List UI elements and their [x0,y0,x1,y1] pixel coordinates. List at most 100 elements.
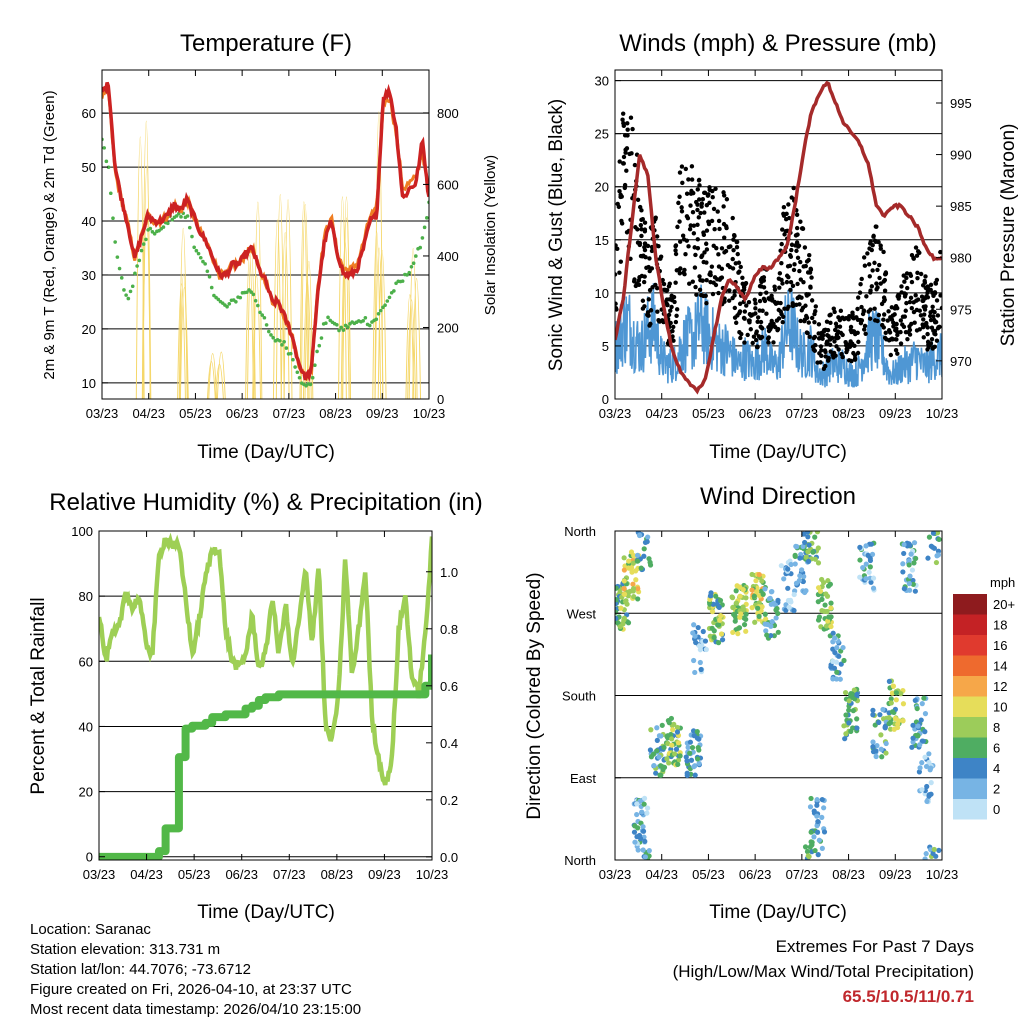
gust-point [738,264,743,270]
gust-point [615,246,620,252]
gust-point [621,154,627,160]
gust-point [688,203,693,208]
gust-point [915,297,921,302]
gust-point [679,209,685,214]
dewpoint-point [269,333,273,337]
gust-point [718,275,723,281]
gust-point [647,287,653,293]
direction-point [817,588,824,594]
gust-point [687,281,692,286]
solar-peak [407,299,416,399]
direction-point [874,743,880,749]
direction-point [762,586,768,592]
direction-point [891,726,897,732]
direction-point [647,747,654,753]
direction-point [651,762,657,769]
gust-point [929,325,935,330]
direction-point [618,605,624,611]
gust-point [855,306,860,312]
gust-point [882,288,888,293]
direction-point [916,769,922,775]
direction-point [674,729,681,735]
gust-point [724,225,729,231]
direction-point [675,740,682,746]
direction-point [769,619,775,625]
direction-point [869,551,876,557]
direction-point [901,586,907,592]
gust-point [827,337,833,342]
direction-point [630,581,636,587]
gust-point [926,342,931,347]
direction-point [906,558,912,564]
dewpoint-point [418,245,423,250]
dewpoint-point [361,319,365,323]
gust-point [804,313,809,319]
direction-point [828,600,834,606]
y-tick-label: 20 [82,322,96,337]
gust-point [914,253,920,258]
dewpoint-point [277,338,282,343]
direction-point [653,770,659,776]
legend-label: 20+ [993,597,1015,612]
direction-point [821,805,827,811]
gust-point [649,248,655,254]
direction-point [819,596,825,602]
direction-point [636,532,643,538]
gust-point [881,298,887,304]
direction-point [628,565,635,571]
direction-point [664,756,670,762]
dewpoint-point [387,295,392,300]
y2-tick-label: 200 [437,320,459,335]
temperature-title: Temperature (F) [180,30,352,57]
x-tick-label: 05/23 [692,867,725,882]
solar-peak [304,260,314,399]
gust-point [684,238,690,243]
direction-point [654,737,660,743]
gust-point [686,244,691,249]
direction-point [900,569,906,575]
gust-point [617,159,622,164]
direction-point [763,628,769,634]
gust-point [794,240,800,245]
gust-point [778,300,783,306]
direction-point [775,610,781,617]
gust-point [704,301,709,306]
direction-point [807,804,814,810]
gust-point [886,328,892,333]
gust-point [676,200,681,206]
x-tick-label: 09/23 [879,406,912,421]
gust-point [678,239,683,244]
direction-point [805,531,811,535]
gust-point [625,127,630,132]
direction-point [934,553,940,559]
gust-point [804,330,810,335]
y2-tick-label: 995 [950,96,972,111]
gust-point [699,253,705,258]
winds-xlabel: Time (Day/UTC) [709,442,847,463]
y-tick-label: 0 [602,392,609,407]
gust-point [786,304,791,309]
gust-point [704,228,710,233]
gust-point [619,194,624,199]
dewpoint-point [185,214,190,218]
direction-point [893,697,899,703]
gust-point [697,274,702,279]
gust-point [913,245,919,250]
gust-point [731,237,736,242]
wind-direction-title: Wind Direction [700,483,856,510]
direction-point [805,853,811,859]
gust-point [843,315,849,321]
direction-point [866,569,872,575]
y-tick-label: 30 [595,74,609,89]
x-tick-label: 10/23 [413,406,446,421]
gust-point [712,275,718,280]
legend-swatch [953,696,987,717]
gust-point [738,335,743,341]
gust-point [724,197,730,202]
dewpoint-point [291,357,295,362]
gust-point [899,284,904,289]
gust-point [836,347,841,352]
gust-point [826,357,831,362]
gust-point [758,319,764,325]
direction-point [814,802,820,808]
